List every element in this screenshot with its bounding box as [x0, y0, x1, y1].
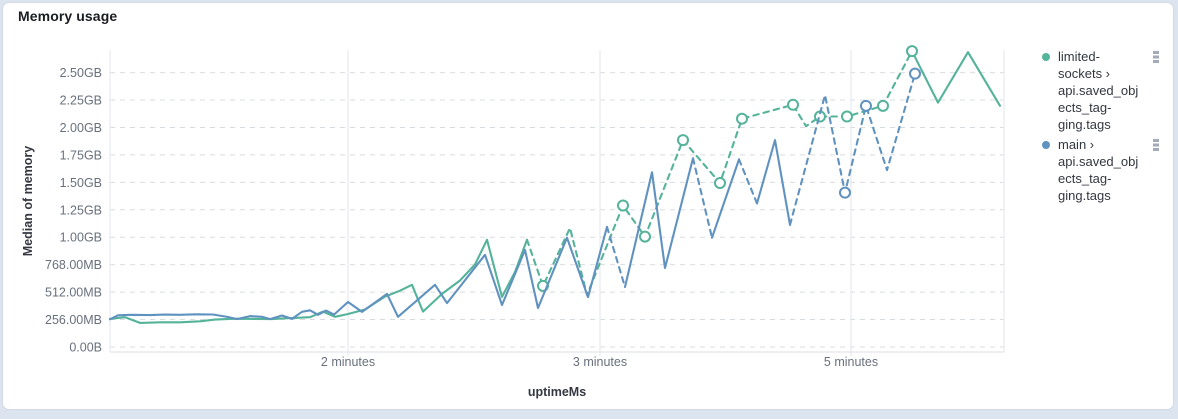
- series-line-0: [910, 50, 1002, 107]
- series-marker-0: [736, 112, 748, 125]
- y-tick-label: 1.25GB: [60, 203, 102, 217]
- series-line-1: [623, 157, 695, 289]
- series-marker-1: [839, 186, 851, 199]
- series-line-1: [691, 157, 714, 239]
- boxes-vertical-icon-bar: [1153, 55, 1159, 59]
- series-marker-1: [909, 67, 921, 80]
- y-tick-label: 1.00GB: [60, 231, 102, 245]
- series-line-1: [755, 139, 792, 226]
- y-tick-label: 512.00MB: [45, 286, 102, 300]
- y-tick-label: 768.00MB: [45, 258, 102, 272]
- series-marker-1: [860, 99, 872, 112]
- series-marker-0: [841, 110, 853, 123]
- series-line-1: [788, 72, 917, 226]
- legend-item-1[interactable]: main › api.saved_obj ects_tag- ging.tags: [1042, 136, 1170, 204]
- series-line-1: [737, 158, 759, 205]
- legend-color-dot[interactable]: [1042, 53, 1050, 61]
- series-line-1: [710, 158, 741, 239]
- legend-item-label[interactable]: main › api.saved_obj ects_tag- ging.tags: [1058, 137, 1139, 203]
- chart-legend: limited- sockets › api.saved_obj ects_ta…: [1042, 48, 1170, 207]
- chart-plot-area[interactable]: [110, 50, 1004, 352]
- series-line-1: [605, 225, 627, 289]
- y-axis-title: Median of memory: [21, 145, 35, 257]
- series-marker-0: [677, 134, 689, 147]
- y-tick-label: 1.75GB: [60, 148, 102, 162]
- boxes-vertical-icon-bar: [1153, 60, 1159, 63]
- panel-title: Memory usage: [18, 8, 118, 24]
- boxes-vertical-icon-bar: [1153, 51, 1159, 54]
- boxes-vertical-icon[interactable]: [1152, 51, 1162, 63]
- boxes-vertical-icon-bar: [1153, 148, 1159, 151]
- boxes-vertical-icon[interactable]: [1152, 139, 1162, 151]
- y-tick-label: 2.50GB: [60, 66, 102, 80]
- y-tick-label: 2.25GB: [60, 94, 102, 108]
- legend-color-dot[interactable]: [1042, 141, 1050, 149]
- series-marker-0: [877, 99, 889, 112]
- y-tick-label: 256.00MB: [45, 313, 102, 327]
- x-axis-title: uptimeMs: [527, 385, 587, 399]
- boxes-vertical-icon-bar: [1153, 139, 1159, 142]
- y-tick-label: 2.00GB: [60, 121, 102, 135]
- series-marker-0: [787, 98, 799, 111]
- series-marker-0: [906, 45, 918, 58]
- series-line-0: [108, 238, 529, 324]
- y-tick-label: 0.00B: [69, 341, 102, 355]
- legend-item-0[interactable]: limited- sockets › api.saved_obj ects_ta…: [1042, 48, 1170, 133]
- boxes-vertical-icon-bar: [1153, 143, 1159, 147]
- series-marker-0: [714, 177, 726, 190]
- x-tick-label: 5 minutes: [824, 355, 878, 369]
- series-marker-0: [617, 199, 629, 212]
- series-line-1: [108, 225, 609, 321]
- y-tick-label: 1.50GB: [60, 176, 102, 190]
- series-marker-0: [639, 230, 651, 243]
- x-tick-label: 2 minutes: [321, 355, 375, 369]
- legend-item-label[interactable]: limited- sockets › api.saved_obj ects_ta…: [1058, 49, 1139, 132]
- x-tick-label: 3 minutes: [573, 355, 627, 369]
